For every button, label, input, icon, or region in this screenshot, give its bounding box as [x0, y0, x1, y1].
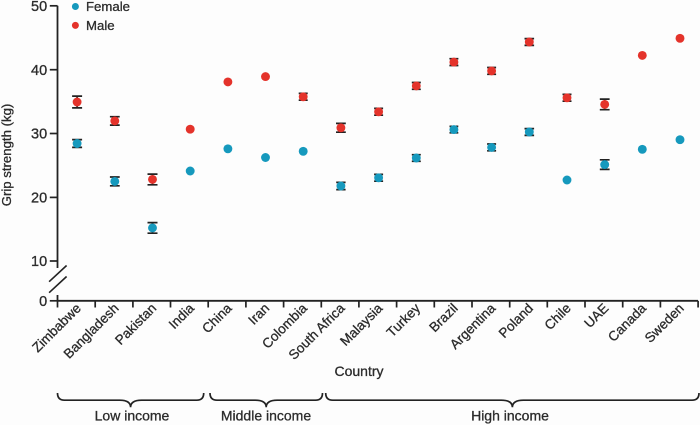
svg-text:50: 50	[31, 0, 47, 15]
svg-text:Low income: Low income	[95, 407, 170, 423]
svg-text:20: 20	[31, 191, 47, 207]
svg-text:Male: Male	[86, 18, 115, 33]
svg-text:Middle income: Middle income	[221, 407, 311, 423]
svg-text:Grip strength (kg): Grip strength (kg)	[0, 104, 14, 207]
svg-text:Country: Country	[334, 363, 383, 379]
svg-text:30: 30	[31, 127, 47, 143]
svg-text:40: 40	[31, 63, 47, 79]
svg-text:High income: High income	[471, 407, 549, 423]
svg-text:10: 10	[31, 254, 47, 270]
svg-text:0: 0	[39, 294, 47, 310]
svg-text:Female: Female	[86, 0, 130, 14]
